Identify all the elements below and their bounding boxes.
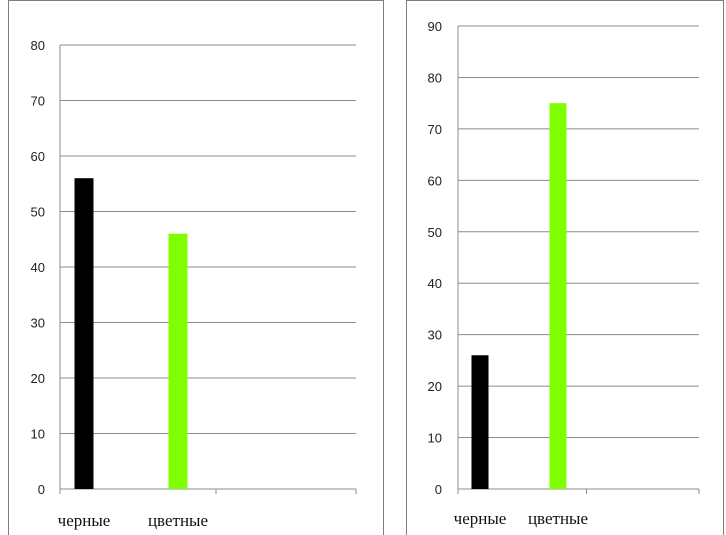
chart-left: 0 10 20 30 40 50 60 70 80 черные цветные xyxy=(8,0,384,535)
right-bar-color xyxy=(549,103,567,490)
left-y-tick-label: 60 xyxy=(31,149,45,164)
right-y-tick-label: 80 xyxy=(428,70,442,85)
right-y-tick-label: 70 xyxy=(428,122,442,137)
left-y-tick-label: 10 xyxy=(31,427,45,442)
chart-left-frame xyxy=(8,0,384,535)
left-y-tick-label: 30 xyxy=(31,316,45,331)
chart-right-frame xyxy=(406,0,724,535)
chart-right: 0 10 20 30 40 50 60 70 80 90 черные цветные xyxy=(406,0,724,535)
chart-right-svg: 0 10 20 30 40 50 60 70 80 90 черные цветные xyxy=(428,19,700,528)
right-y-tick-label: 10 xyxy=(428,431,442,446)
right-y-tick-label: 90 xyxy=(428,19,442,34)
left-y-tick-label: 0 xyxy=(38,482,45,497)
left-y-tick-label: 80 xyxy=(31,38,45,53)
left-category-label: черные xyxy=(58,511,111,530)
left-y-tick-label: 20 xyxy=(31,371,45,386)
right-y-tick-label: 50 xyxy=(428,225,442,240)
left-bar-black xyxy=(74,178,94,489)
right-y-tick-label: 60 xyxy=(428,173,442,188)
right-y-tick-label: 0 xyxy=(435,482,442,497)
left-category-label: цветные xyxy=(148,511,208,530)
right-y-tick-label: 20 xyxy=(428,379,442,394)
right-y-tick-label: 40 xyxy=(428,276,442,291)
chart-left-svg: 0 10 20 30 40 50 60 70 80 черные цветные xyxy=(31,38,357,530)
right-category-label: черные xyxy=(454,509,507,528)
left-y-tick-label: 40 xyxy=(31,260,45,275)
left-bar-color xyxy=(168,233,188,489)
right-bar-black xyxy=(471,355,489,489)
right-y-tick-label: 30 xyxy=(428,328,442,343)
right-category-label: цветные xyxy=(528,509,588,528)
left-y-tick-label: 70 xyxy=(31,94,45,109)
left-y-tick-label: 50 xyxy=(31,205,45,220)
